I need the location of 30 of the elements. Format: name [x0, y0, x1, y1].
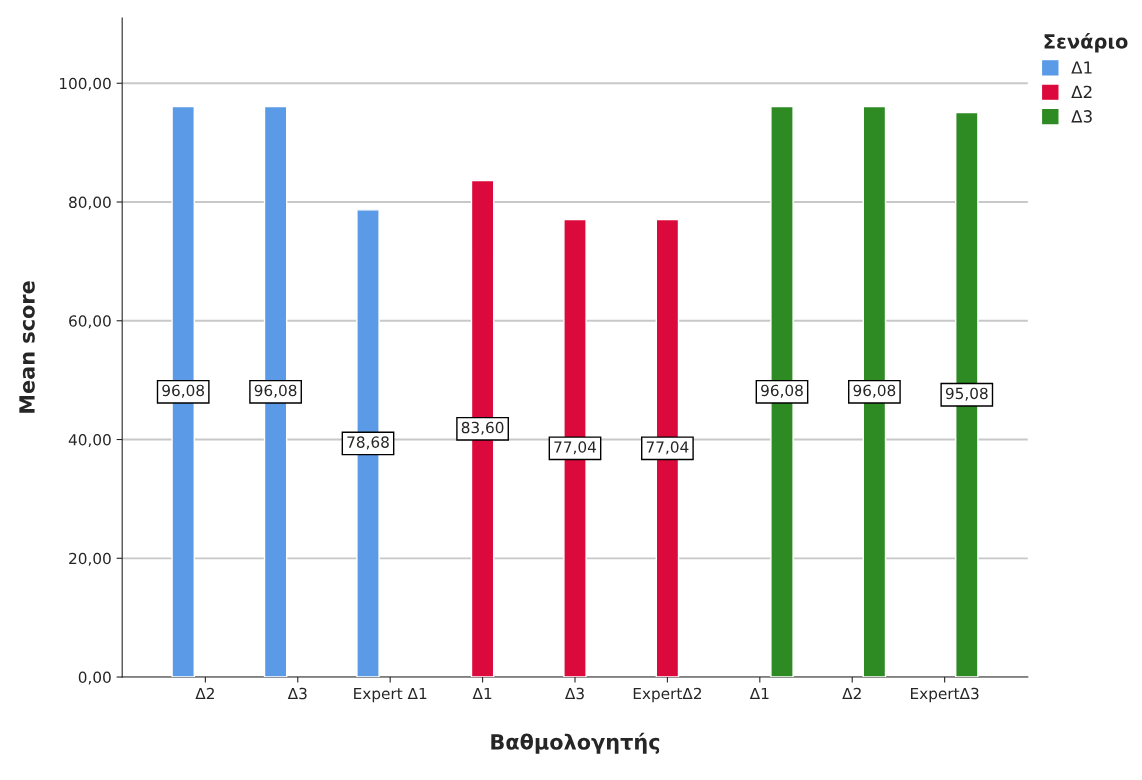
legend-label: Δ1: [1071, 61, 1092, 74]
x-tick-label: Δ2: [842, 687, 861, 700]
x-tick-label: ExpertΔ3: [911, 687, 979, 703]
x-tick-label: Δ3: [565, 687, 584, 700]
data-label: 95,08: [945, 387, 988, 401]
x-axis-title: Βαθμολογητής: [491, 732, 660, 754]
y-tick-label: 20,00: [69, 552, 111, 566]
data-label: 77,04: [554, 441, 597, 455]
data-label: 96,08: [853, 384, 896, 398]
x-tick-label: ExpertΔ2: [633, 687, 701, 703]
legend-label: Δ2: [1071, 85, 1092, 98]
legend-title: Σενάριο: [1044, 32, 1128, 53]
legend-label: Δ3: [1071, 110, 1092, 123]
y-axis-title: Mean score: [19, 281, 35, 413]
y-tick-label: 100,00: [60, 77, 111, 91]
y-tick-label: 80,00: [69, 196, 111, 210]
x-tick-label: Δ1: [472, 687, 492, 700]
data-label: 83,60: [461, 421, 504, 435]
y-tick-label: 40,00: [68, 433, 111, 448]
y-tick-label: 0,00: [78, 671, 111, 685]
data-label: 96,08: [162, 384, 205, 398]
x-tick-label: Δ3: [287, 687, 307, 700]
x-tick-label: Expert Δ1: [354, 687, 427, 703]
data-label: 78,68: [347, 436, 389, 450]
data-label: 96,08: [254, 384, 297, 398]
x-tick-label: Δ2: [195, 687, 214, 700]
data-label: 77,04: [646, 441, 689, 455]
x-tick-label: Δ1: [749, 687, 769, 700]
data-label: 96,08: [761, 384, 803, 398]
y-tick-label: 60,00: [69, 315, 111, 329]
